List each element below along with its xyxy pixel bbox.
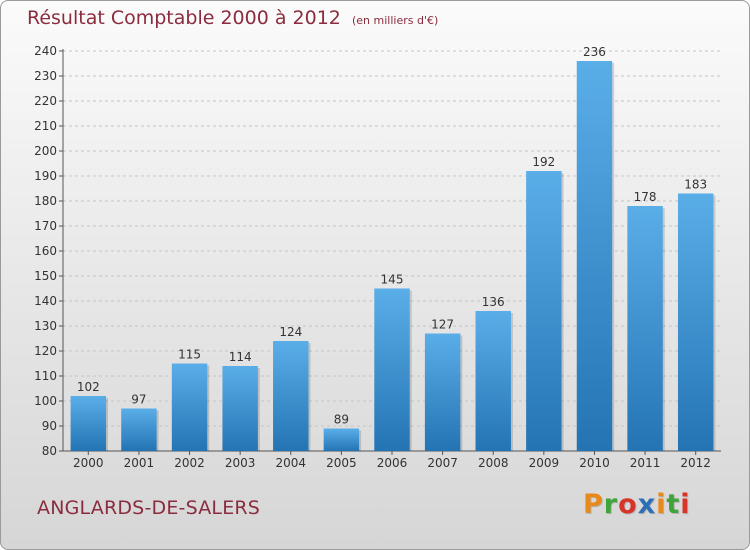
x-tick-label: 2003	[225, 456, 256, 470]
y-tick-label: 120	[34, 344, 57, 358]
logo-letter: o	[618, 489, 638, 520]
y-tick-label: 80	[42, 444, 57, 458]
x-tick-label: 2011	[630, 456, 661, 470]
data-label: 114	[229, 350, 252, 364]
x-tick-label: 2001	[124, 456, 155, 470]
bars	[70, 61, 716, 451]
logo-letter: x	[637, 489, 657, 520]
x-tick-label: 2010	[579, 456, 610, 470]
bar	[677, 193, 714, 451]
y-tick-label: 170	[34, 219, 57, 233]
y-tick-label: 140	[34, 294, 57, 308]
x-tick-label: 2008	[478, 456, 509, 470]
x-tick-label: 2000	[73, 456, 104, 470]
bar	[273, 341, 309, 451]
y-tick-label: 200	[34, 144, 57, 158]
title-row: Résultat Comptable 2000 à 2012 (en milli…	[27, 7, 438, 29]
y-tick-label: 90	[42, 419, 57, 433]
data-label: 124	[279, 325, 302, 339]
data-label: 115	[178, 348, 201, 362]
y-tick-label: 220	[34, 94, 57, 108]
bar	[323, 428, 360, 451]
data-label: 89	[334, 413, 349, 427]
logo-letter: i	[680, 489, 691, 520]
bar	[576, 61, 613, 451]
bar	[424, 333, 461, 451]
data-label: 178	[634, 190, 657, 204]
bar	[627, 206, 663, 451]
bar	[70, 396, 107, 451]
y-tick-label: 240	[34, 44, 57, 58]
y-tick-label: 160	[34, 244, 57, 258]
x-tick-label: 2006	[377, 456, 408, 470]
x-tick-label: 2002	[174, 456, 205, 470]
data-label: 192	[532, 155, 555, 169]
bar	[171, 363, 208, 451]
x-tick-label: 2005	[326, 456, 357, 470]
y-tick-label: 110	[34, 369, 57, 383]
x-tick-label: 2004	[275, 456, 306, 470]
x-tick-label: 2007	[427, 456, 458, 470]
data-label: 127	[431, 318, 454, 332]
logo-letter: t	[666, 489, 681, 520]
logo-letter: i	[656, 489, 667, 520]
y-tick-label: 100	[34, 394, 57, 408]
y-tick-label: 180	[34, 194, 57, 208]
data-label: 183	[684, 178, 707, 192]
x-tick-label: 2012	[680, 456, 711, 470]
x-tick-label: 2009	[529, 456, 560, 470]
bar	[526, 171, 562, 451]
data-label: 145	[381, 273, 404, 287]
logo-letter: P	[583, 489, 604, 520]
bar	[121, 408, 157, 451]
bar	[374, 288, 410, 451]
data-label: 97	[131, 393, 146, 407]
y-tick-label: 190	[34, 169, 57, 183]
commune-name: ANGLARDS-DE-SALERS	[37, 497, 261, 519]
chart-title: Résultat Comptable 2000 à 2012	[27, 7, 341, 29]
y-tick-label: 150	[34, 269, 57, 283]
chart-subtitle: (en milliers d'€)	[351, 14, 439, 27]
bar	[222, 366, 258, 451]
labels: 8090100110120130140150160170180190200210…	[34, 44, 711, 470]
data-label: 136	[482, 295, 505, 309]
data-label: 102	[77, 380, 100, 394]
y-tick-label: 130	[34, 319, 57, 333]
bar	[475, 311, 511, 451]
y-tick-label: 210	[34, 119, 57, 133]
logo-letter: r	[603, 489, 619, 520]
data-label: 236	[583, 45, 606, 59]
y-tick-label: 230	[34, 69, 57, 83]
proxiti-logo: Proxiti	[583, 489, 691, 520]
